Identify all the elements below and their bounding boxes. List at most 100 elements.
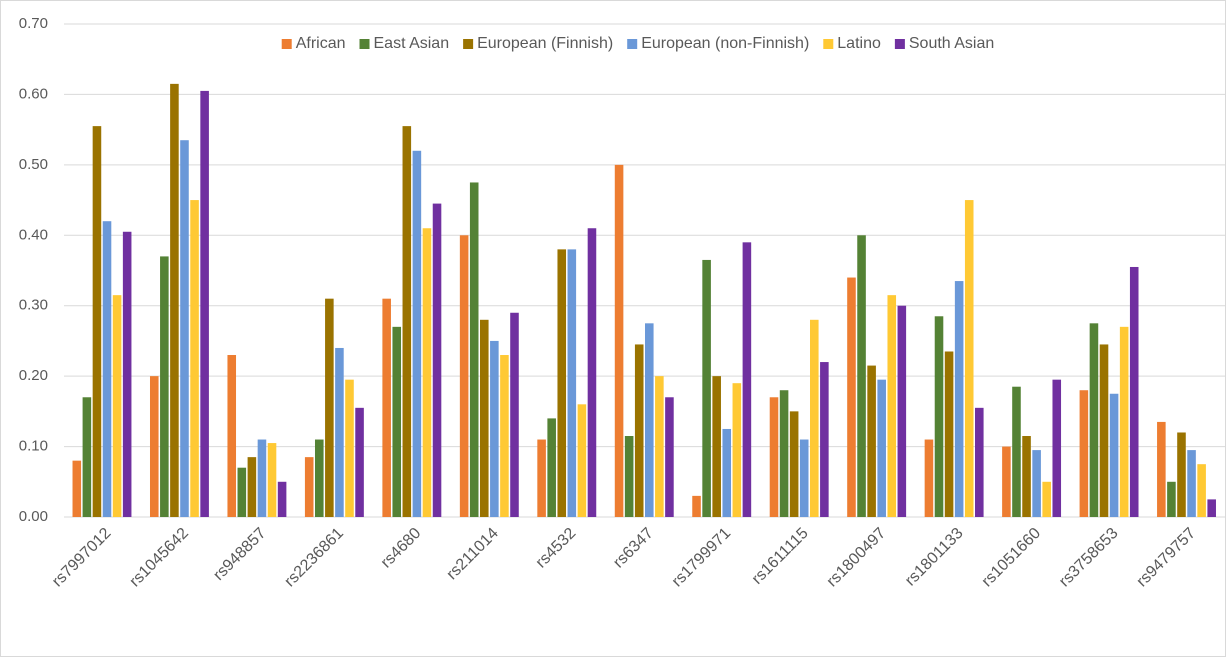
- bar: [402, 126, 412, 517]
- bar: [500, 355, 509, 517]
- bar: [847, 277, 856, 517]
- bar: [1119, 326, 1129, 517]
- bar: [732, 383, 742, 517]
- bar: [1109, 393, 1119, 517]
- bar: [247, 457, 257, 517]
- bar: [149, 376, 159, 517]
- bar: [645, 323, 654, 517]
- bar: [314, 439, 324, 517]
- bar: [257, 439, 267, 517]
- bar: [964, 200, 974, 518]
- bar: [1012, 386, 1021, 517]
- bar: [1099, 344, 1109, 517]
- bar: [72, 460, 82, 517]
- bar: [345, 379, 354, 517]
- legend-swatch: [463, 39, 474, 49]
- bar: [325, 298, 334, 517]
- bar: [1167, 481, 1176, 517]
- bar: [1207, 499, 1216, 517]
- y-tick-label: 0.30: [19, 297, 48, 314]
- bar: [722, 428, 732, 517]
- bar: [304, 457, 314, 517]
- bar: [567, 249, 577, 517]
- bar: [355, 407, 364, 517]
- bar: [227, 355, 237, 517]
- legend-swatch: [627, 39, 638, 49]
- bar: [1177, 432, 1186, 517]
- bar: [1032, 450, 1041, 517]
- bar: [1129, 266, 1139, 517]
- y-tick-label: 0.20: [19, 367, 48, 384]
- bar: [537, 439, 546, 517]
- bar: [867, 365, 876, 517]
- legend-swatch: [823, 39, 834, 49]
- bar: [655, 376, 664, 517]
- bar: [459, 235, 469, 518]
- bar: [634, 344, 644, 517]
- bar: [1052, 379, 1062, 517]
- bar: [857, 235, 866, 518]
- bar: [547, 418, 556, 517]
- bar: [1157, 421, 1166, 517]
- bar: [944, 351, 954, 517]
- y-tick-label: 0.10: [19, 438, 48, 455]
- bar: [469, 182, 479, 517]
- y-tick-label: 0.40: [19, 226, 48, 243]
- bar: [1197, 464, 1206, 517]
- bar: [412, 150, 422, 517]
- bar: [1042, 481, 1051, 517]
- legend-swatch: [359, 39, 370, 49]
- bar: [382, 298, 391, 517]
- bar: [1022, 436, 1031, 517]
- bar: [479, 319, 489, 517]
- bar: [392, 326, 402, 517]
- bar: [102, 221, 112, 517]
- legend-swatch: [281, 39, 292, 49]
- y-tick-label: 0.60: [19, 85, 48, 102]
- y-tick-label: 0.50: [19, 156, 48, 173]
- bar: [779, 390, 789, 517]
- bar: [422, 228, 432, 517]
- bar: [712, 376, 721, 517]
- bar: [112, 295, 122, 517]
- bar: [577, 404, 587, 517]
- legend-label: European (non-Finnish): [641, 35, 809, 52]
- bar: [1089, 323, 1099, 517]
- bar: [769, 397, 779, 517]
- bar: [557, 249, 567, 517]
- bar: [924, 439, 934, 517]
- legend-swatch: [894, 39, 905, 49]
- bar: [510, 312, 519, 517]
- legend-label: Latino: [837, 35, 881, 52]
- bar: [432, 203, 442, 518]
- bar: [82, 397, 92, 517]
- bar: [190, 200, 199, 518]
- bar: [335, 347, 344, 517]
- bar: [614, 164, 624, 517]
- bar: [702, 259, 711, 517]
- y-tick-label: 0.00: [19, 508, 48, 525]
- bar: [490, 340, 499, 517]
- bar: [237, 467, 247, 517]
- bar: [742, 242, 752, 518]
- bar: [877, 379, 886, 517]
- bar: [954, 281, 964, 517]
- legend-label: African: [296, 35, 346, 52]
- bar: [810, 319, 819, 517]
- bar: [692, 495, 701, 517]
- bar: [200, 90, 209, 518]
- bar: [624, 436, 634, 517]
- bar: [820, 362, 829, 517]
- bar: [934, 316, 944, 517]
- bar: [170, 83, 179, 517]
- bar: [1079, 390, 1089, 517]
- legend-label: East Asian: [374, 35, 450, 52]
- bar: [887, 295, 897, 517]
- bar: [92, 126, 102, 517]
- legend-label: South Asian: [909, 35, 994, 52]
- y-tick-label: 0.70: [19, 15, 48, 32]
- bar: [122, 231, 132, 517]
- bar: [789, 411, 799, 517]
- bar: [180, 140, 189, 517]
